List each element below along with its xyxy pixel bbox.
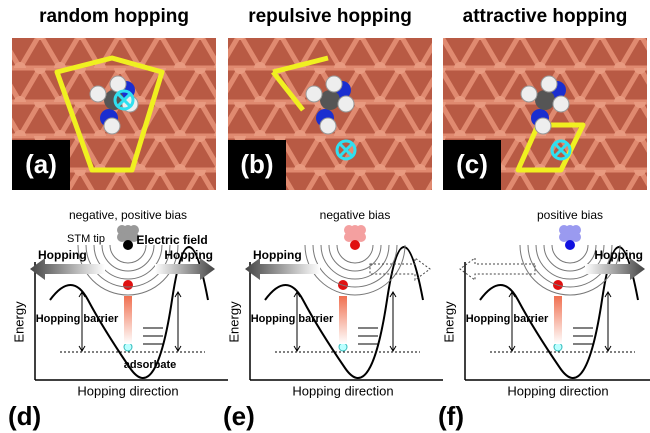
panel-label: (c) [456, 149, 488, 179]
hydrogen [326, 76, 342, 92]
barrier-arrow [390, 292, 396, 351]
x-axis-label: Hopping direction [507, 383, 608, 398]
bias-label: positive bias [537, 208, 603, 222]
hydrogen [320, 118, 336, 134]
hydrogen [104, 118, 120, 134]
carbon [535, 90, 555, 110]
bias-label: negative bias [320, 208, 391, 222]
hydrogen [306, 86, 322, 102]
field-arc [313, 245, 397, 287]
tip-apex [350, 240, 360, 250]
y-axis-label: Energy [11, 301, 26, 343]
figure: random hopping (a) repulsive hopping (b) att… [0, 0, 650, 433]
hopping-label: Hopping [164, 248, 213, 262]
excited-state [123, 280, 133, 290]
hydrogen [521, 86, 537, 102]
field-arc [321, 245, 389, 279]
x-axis-label: Hopping direction [77, 383, 178, 398]
adsorbate-state [339, 343, 347, 351]
hopping-label: Hopping [253, 248, 302, 262]
adsorbate-state [554, 343, 562, 351]
y-axis-label: Energy [441, 301, 456, 343]
panel-label: (a) [25, 149, 57, 179]
hydrogen [338, 96, 354, 112]
hydrogen [553, 96, 569, 112]
bias-label: negative, positive bias [69, 208, 187, 222]
hopping-label: Hopping [38, 248, 87, 262]
panel-label: (d) [8, 401, 41, 431]
barrier-arrow [175, 292, 181, 351]
panel-title: attractive hopping [463, 6, 628, 27]
tip-apex [123, 240, 133, 250]
barrier-arrow [605, 292, 611, 351]
barrier-label: Hopping barrier [36, 313, 119, 325]
barrier-label: Hopping barrier [251, 313, 334, 325]
barrier-label: Hopping barrier [466, 313, 549, 325]
panel-label: (f) [438, 401, 464, 431]
arrow-left [460, 258, 535, 280]
x-axis-label: Hopping direction [292, 383, 393, 398]
panel-label: (b) [240, 149, 273, 179]
y-axis-label: Energy [226, 301, 241, 343]
stm-tip-label: STM tip [67, 233, 105, 245]
panel-label: (e) [223, 401, 255, 431]
hydrogen [541, 76, 557, 92]
carbon [320, 90, 340, 110]
hopping-label: Hopping [594, 248, 643, 262]
excitation-arrow [124, 296, 132, 344]
excitation-arrow [339, 296, 347, 344]
hydrogen [535, 118, 551, 134]
adsorbate-state [124, 343, 132, 351]
adsorbate-label: adsorbate [124, 359, 177, 371]
field-label: Electric field [136, 233, 207, 247]
excitation-arrow [554, 296, 562, 344]
hydrogen [90, 86, 106, 102]
panel-title: repulsive hopping [248, 6, 412, 27]
tip-apex [565, 240, 575, 250]
panel-title: random hopping [39, 6, 189, 27]
